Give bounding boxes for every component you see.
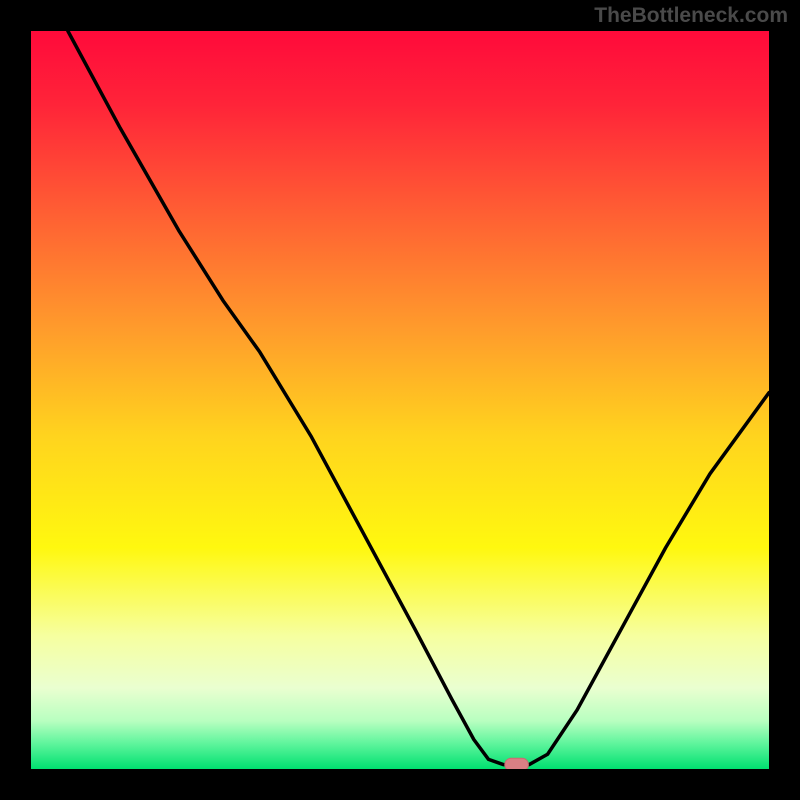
- bottleneck-curve-chart: [0, 0, 800, 800]
- optimum-marker: [505, 758, 529, 771]
- chart-container: TheBottleneck.com: [0, 0, 800, 800]
- watermark-label: TheBottleneck.com: [594, 4, 788, 28]
- gradient-background: [31, 31, 769, 769]
